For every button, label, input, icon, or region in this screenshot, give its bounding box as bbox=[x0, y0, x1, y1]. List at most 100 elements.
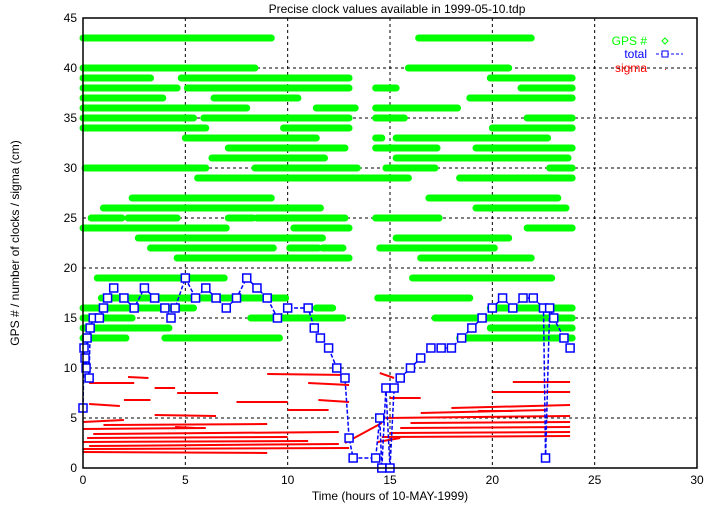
total-point bbox=[370, 453, 381, 463]
y-tick-label: 0 bbox=[70, 461, 77, 475]
y-tick-label: 5 bbox=[70, 411, 77, 425]
total-point bbox=[211, 293, 221, 303]
total-point bbox=[241, 273, 252, 283]
gps-series bbox=[79, 34, 576, 342]
total-point bbox=[282, 303, 293, 313]
total-point bbox=[80, 353, 90, 363]
total-point bbox=[102, 293, 113, 303]
total-point bbox=[323, 343, 334, 353]
total-point bbox=[375, 413, 385, 423]
total-point bbox=[340, 373, 350, 383]
total-point bbox=[108, 283, 119, 293]
x-tick-label: 15 bbox=[383, 473, 397, 487]
total-point bbox=[98, 303, 109, 313]
total-point bbox=[446, 343, 457, 353]
total-point bbox=[201, 283, 211, 293]
sigma-trace bbox=[267, 373, 350, 376]
total-point bbox=[272, 313, 283, 323]
ticks: 0 5 10 15 20 25 30 0 5 10 15 20 25 30 35 40 45 bbox=[64, 11, 704, 487]
total-point bbox=[565, 343, 575, 353]
sigma-trace bbox=[318, 399, 350, 403]
total-point bbox=[190, 293, 201, 303]
total-point bbox=[456, 333, 467, 343]
total-point bbox=[426, 343, 436, 353]
sigma-trace bbox=[82, 451, 268, 454]
sigma-trace bbox=[89, 403, 120, 407]
total-point bbox=[389, 383, 399, 393]
legend-marker-sigma-dot-icon bbox=[665, 69, 666, 70]
sigma-trace bbox=[381, 435, 571, 438]
total-point bbox=[149, 293, 160, 303]
total-point bbox=[528, 293, 539, 303]
x-tick-label: 5 bbox=[182, 473, 189, 487]
sigma-trace bbox=[400, 426, 571, 429]
total-point bbox=[348, 453, 358, 463]
chart-title: Precise clock values available in 1999-0… bbox=[269, 2, 526, 16]
sigma-trace bbox=[93, 431, 339, 435]
sigma-trace bbox=[127, 376, 149, 379]
x-tick-label: 10 bbox=[281, 473, 295, 487]
total-point bbox=[160, 303, 170, 313]
sigma-trace bbox=[410, 421, 571, 424]
sigma-trace bbox=[451, 404, 571, 409]
total-point bbox=[508, 303, 518, 313]
y-tick-label: 35 bbox=[64, 111, 78, 125]
total-point bbox=[395, 373, 405, 383]
x-tick-label: 25 bbox=[588, 473, 602, 487]
total-point bbox=[119, 293, 129, 303]
total-point bbox=[79, 343, 89, 353]
legend-marker-total-square-icon bbox=[661, 50, 669, 58]
x-tick-label: 20 bbox=[486, 473, 500, 487]
total-point bbox=[381, 383, 391, 393]
total-point bbox=[85, 323, 95, 333]
sigma-series bbox=[82, 372, 571, 454]
x-tick-label: 30 bbox=[690, 473, 704, 487]
x-axis-label: Time (hours of 10-MAY-1999) bbox=[312, 489, 468, 503]
total-point bbox=[544, 303, 555, 313]
y-tick-label: 25 bbox=[64, 211, 78, 225]
total-point bbox=[303, 303, 313, 313]
total-point bbox=[139, 283, 150, 293]
sigma-trace bbox=[82, 440, 309, 443]
x-tick-label: 0 bbox=[80, 473, 87, 487]
sigma-trace bbox=[389, 431, 571, 434]
sigma-trace bbox=[308, 382, 350, 386]
y-tick-label: 15 bbox=[64, 311, 78, 325]
y-tick-label: 20 bbox=[64, 261, 78, 275]
y-tick-label: 30 bbox=[64, 161, 78, 175]
total-point bbox=[467, 323, 477, 333]
legend-label-total: total bbox=[624, 47, 647, 61]
total-point bbox=[170, 303, 180, 313]
total-point bbox=[84, 373, 94, 383]
sigma-trace bbox=[103, 423, 268, 426]
total-point bbox=[559, 333, 569, 343]
y-tick-label: 45 bbox=[64, 11, 78, 25]
total-point bbox=[180, 273, 191, 283]
total-point bbox=[477, 313, 487, 323]
total-point bbox=[231, 293, 242, 303]
legend-label-gps: GPS # bbox=[612, 34, 648, 48]
legend: GPS # total sigma bbox=[612, 34, 683, 75]
total-point bbox=[94, 313, 105, 323]
total-point bbox=[415, 353, 426, 363]
sigma-trace bbox=[385, 415, 571, 419]
total-point bbox=[315, 333, 326, 343]
legend-marker-gps-diamond-icon bbox=[661, 37, 669, 45]
sigma-trace bbox=[379, 372, 395, 379]
total-point bbox=[309, 323, 320, 333]
total-point bbox=[548, 313, 559, 323]
total-point bbox=[129, 303, 139, 313]
sigma-trace bbox=[82, 447, 350, 450]
sigma-trace bbox=[87, 436, 288, 439]
y-tick-label: 40 bbox=[64, 61, 78, 75]
plot-frame bbox=[82, 17, 698, 469]
sigma-trace bbox=[82, 419, 124, 423]
sigma-trace bbox=[89, 443, 339, 447]
total-point bbox=[166, 313, 176, 323]
total-point bbox=[221, 303, 232, 313]
sigma-trace bbox=[154, 414, 217, 417]
total-point bbox=[262, 293, 272, 303]
total-point bbox=[436, 343, 446, 353]
total-point bbox=[344, 433, 354, 443]
